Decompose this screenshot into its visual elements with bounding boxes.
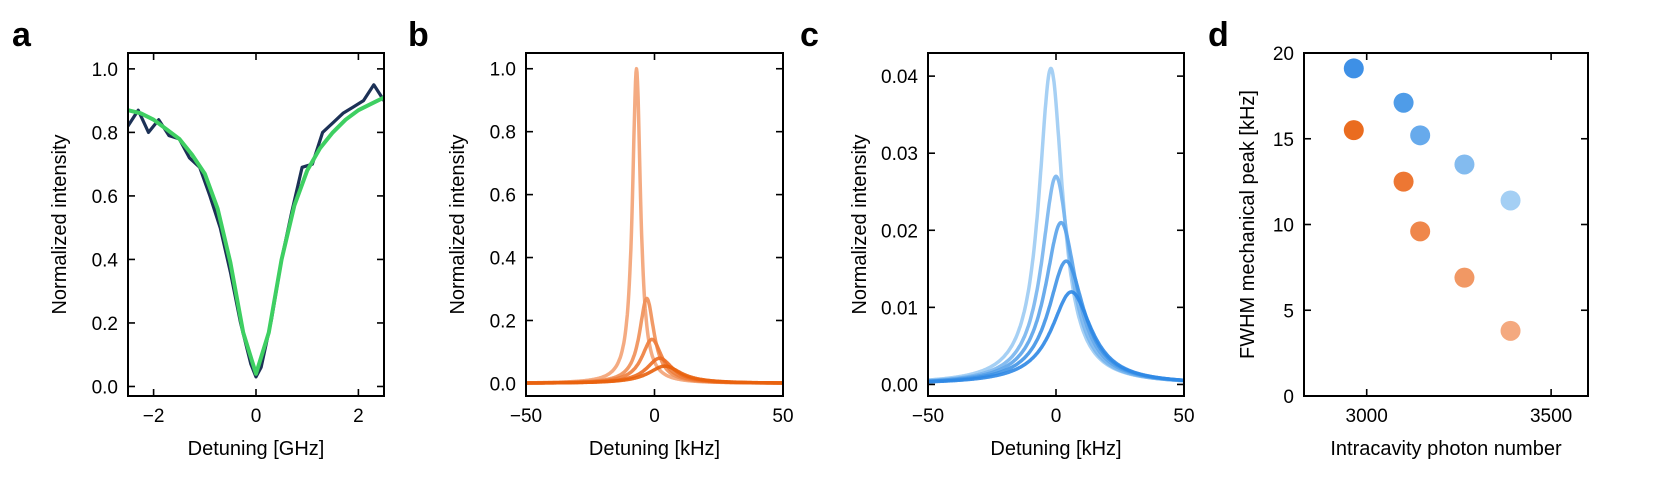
y-tick-label: 0.6 <box>490 186 516 207</box>
y-tick-label: 0.8 <box>92 123 118 144</box>
y-tick-label: 0.00 <box>881 375 918 396</box>
y-tick-label: 5 <box>1283 301 1294 322</box>
panel-letter-a: a <box>12 16 32 54</box>
panel-c-chart: −50 0 50 0.00 0.01 0.02 0.03 0.04 Detuning [kHz]… <box>849 52 1195 460</box>
x-axis-label: Detuning [GHz] <box>188 438 325 460</box>
y-tick-label: 0.0 <box>490 374 516 395</box>
x-tick-label: 0 <box>1051 406 1062 427</box>
scatter-point <box>1343 120 1364 141</box>
scatter-point <box>1393 92 1414 113</box>
panel-b-chart: −50 0 50 0.0 0.2 0.4 0.6 0.8 1.0 Detuning [kHz] No… <box>447 52 794 460</box>
x-tick-label: −50 <box>912 406 944 427</box>
x-tick-label: 2 <box>353 406 364 427</box>
plot-frame <box>1303 52 1589 397</box>
spectrum-line <box>928 220 1184 383</box>
y-tick-label: 0.4 <box>92 250 119 271</box>
y-tick-label: 0.2 <box>92 314 118 335</box>
x-tick-label: −2 <box>143 406 165 427</box>
plot-frame <box>927 52 1185 397</box>
scatter-point <box>1343 58 1364 79</box>
x-axis-label: Intracavity photon number <box>1330 438 1562 460</box>
panel-letter-d: d <box>1208 16 1229 54</box>
x-axis-label: Detuning [kHz] <box>990 438 1121 460</box>
scatter-point <box>1410 221 1431 242</box>
y-axis-label: Normalized intensity <box>849 134 871 314</box>
y-axis-label: Normalized intensity <box>447 134 469 314</box>
y-tick-label: 0.01 <box>881 298 918 319</box>
x-tick-label: −50 <box>510 406 542 427</box>
scatter-point <box>1500 190 1521 211</box>
y-tick-label: 1.0 <box>490 60 516 81</box>
scatter-point <box>1410 125 1431 146</box>
y-tick-label: 0.03 <box>881 144 918 165</box>
spectrum-line <box>928 66 1184 383</box>
data-trace <box>128 83 384 379</box>
plot-frame <box>525 52 784 397</box>
y-tick-label: 0.6 <box>92 187 118 208</box>
x-tick-label: 3500 <box>1530 406 1572 427</box>
x-tick-label: 0 <box>251 406 262 427</box>
scatter-point <box>1500 320 1521 341</box>
panel-letter-b: b <box>408 16 429 54</box>
panel-a-chart: −2 0 2 0.0 0.2 0.4 0.6 0.8 1.0 Detuning [GHz] Norm… <box>49 52 385 460</box>
scatter-point <box>1454 154 1475 175</box>
x-tick-label: 0 <box>649 406 660 427</box>
y-tick-label: 0.02 <box>881 221 918 242</box>
y-tick-label: 0.04 <box>881 67 918 88</box>
y-tick-label: 20 <box>1273 44 1294 65</box>
x-tick-label: 50 <box>1173 406 1194 427</box>
x-axis-label: Detuning [kHz] <box>589 438 720 460</box>
y-tick-label: 0 <box>1283 387 1294 408</box>
y-tick-label: 0.4 <box>490 249 517 270</box>
y-tick-label: 1.0 <box>92 60 118 81</box>
panel-letter-c: c <box>800 16 819 54</box>
y-axis-label: Normalized intensity <box>49 134 71 314</box>
spectrum-line <box>526 364 783 385</box>
y-tick-label: 0.0 <box>92 377 118 398</box>
spectrum-line <box>928 290 1184 384</box>
x-tick-label: 50 <box>772 406 793 427</box>
y-tick-label: 15 <box>1273 130 1294 151</box>
plot-frame <box>127 52 385 397</box>
y-axis-label: FWHM mechanical peak [kHz] <box>1237 90 1259 359</box>
fit-curve <box>128 95 384 376</box>
y-tick-label: 0.2 <box>490 311 516 332</box>
panel-d-chart: 3000 3500 0 5 10 15 20 Intracavity photon numbe… <box>1237 44 1589 460</box>
scatter-point <box>1393 171 1414 192</box>
y-tick-label: 10 <box>1273 216 1294 237</box>
x-tick-label: 3000 <box>1346 406 1388 427</box>
scatter-point <box>1454 267 1475 288</box>
y-tick-label: 0.8 <box>490 123 516 144</box>
